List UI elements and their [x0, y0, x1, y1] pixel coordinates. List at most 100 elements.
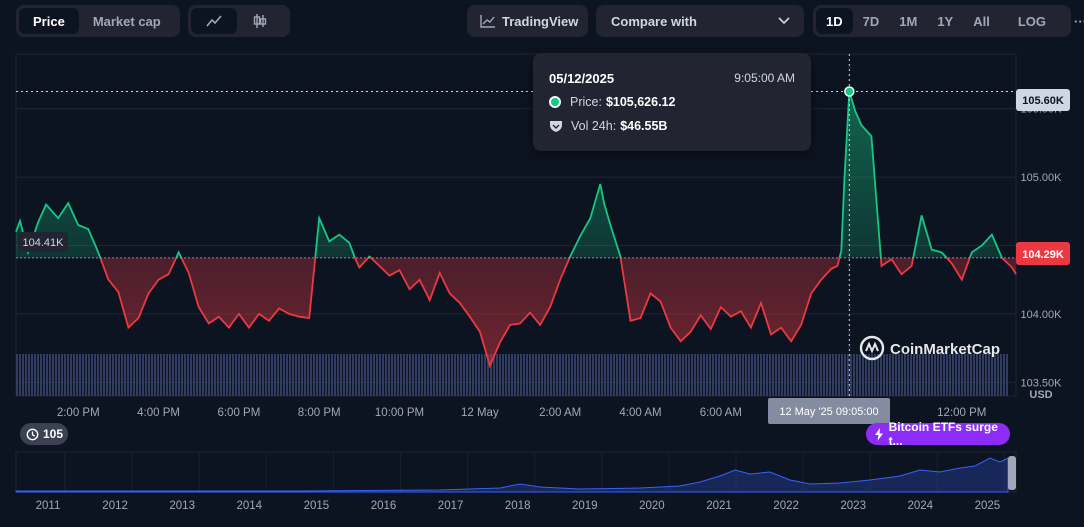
- volume-bar: [811, 354, 813, 396]
- svg-text:12 May '25 09:05:00: 12 May '25 09:05:00: [779, 406, 878, 418]
- volume-bar: [493, 354, 495, 396]
- volume-bar: [487, 354, 489, 396]
- volume-bar: [673, 354, 675, 396]
- volume-bar: [184, 354, 186, 396]
- price-tab[interactable]: Price: [19, 8, 79, 34]
- volume-bar: [367, 354, 369, 396]
- volume-bar: [289, 354, 291, 396]
- volume-bar: [898, 354, 900, 396]
- volume-bar: [310, 354, 312, 396]
- volume-bar: [316, 354, 318, 396]
- volume-bar: [730, 354, 732, 396]
- volume-bar: [46, 354, 48, 396]
- volume-bar: [133, 354, 135, 396]
- volume-bar: [589, 354, 591, 396]
- volume-bar: [97, 354, 99, 396]
- candlestick-icon[interactable]: [237, 8, 283, 34]
- volume-bar: [814, 354, 816, 396]
- overview-navigator[interactable]: 2011 2012 2013 2014 2015 2016 2017 2018 2019 2020…: [15, 451, 1017, 512]
- volume-bar: [403, 354, 405, 396]
- volume-bar: [946, 354, 948, 396]
- volume-bar: [901, 354, 903, 396]
- volume-bar: [682, 354, 684, 396]
- volume-bar: [781, 354, 783, 396]
- chevron-down-icon: [778, 17, 790, 25]
- tradingview-button[interactable]: TradingView: [467, 5, 588, 37]
- volume-bar: [211, 354, 213, 396]
- volume-bar: [325, 354, 327, 396]
- volume-bar: [916, 354, 918, 396]
- overview-year-label: 2023: [840, 500, 866, 512]
- volume-bar: [532, 354, 534, 396]
- volume-bar: [889, 354, 891, 396]
- overview-year-label: 2018: [505, 500, 531, 512]
- volume-bar: [193, 354, 195, 396]
- price-dot-icon: [549, 96, 561, 108]
- compare-with-dropdown[interactable]: Compare with: [596, 5, 804, 37]
- more-options-button[interactable]: ···: [1074, 13, 1084, 29]
- volume-bar: [694, 354, 696, 396]
- volume-bar: [313, 354, 315, 396]
- line-chart-icon[interactable]: [191, 8, 237, 34]
- range-1m[interactable]: 1M: [899, 13, 918, 29]
- volume-bar: [25, 354, 27, 396]
- range-1y[interactable]: 1Y: [937, 13, 954, 29]
- volume-bar: [373, 354, 375, 396]
- volume-bar: [70, 354, 72, 396]
- volume-bar: [241, 354, 243, 396]
- volume-bar: [550, 354, 552, 396]
- volume-bar: [265, 354, 267, 396]
- coinmarketcap-watermark: CoinMarketCap: [859, 335, 1000, 361]
- volume-bar: [226, 354, 228, 396]
- range-1d[interactable]: 1D: [816, 8, 853, 34]
- volume-bar: [664, 354, 666, 396]
- events-count-pill[interactable]: 105: [20, 423, 68, 445]
- volume-bar: [277, 354, 279, 396]
- volume-bar: [727, 354, 729, 396]
- volume-bar: [676, 354, 678, 396]
- history-clock-icon: [26, 428, 39, 440]
- volume-bar: [424, 354, 426, 396]
- volume-bar: [301, 354, 303, 396]
- volume-bar: [955, 354, 957, 396]
- lightning-icon: [875, 427, 883, 441]
- range-7d[interactable]: 7D: [862, 13, 880, 29]
- volume-bar: [844, 354, 846, 396]
- overview-handle[interactable]: [1008, 456, 1016, 490]
- x-tick-label: 6:00 PM: [217, 407, 260, 419]
- log-scale-toggle[interactable]: LOG: [1017, 13, 1047, 29]
- volume-bar: [394, 354, 396, 396]
- volume-bar: [52, 354, 54, 396]
- volume-bar: [55, 354, 57, 396]
- volume-bar: [376, 354, 378, 396]
- volume-bar: [763, 354, 765, 396]
- volume-bar: [220, 354, 222, 396]
- volume-bar: [361, 354, 363, 396]
- volume-bar: [799, 354, 801, 396]
- range-all[interactable]: All: [973, 13, 990, 29]
- volume-bar: [85, 354, 87, 396]
- volume-bar: [355, 354, 357, 396]
- overview-year-label: 2016: [371, 500, 397, 512]
- volume-bar: [718, 354, 720, 396]
- volume-bar: [331, 354, 333, 396]
- volume-bar: [952, 354, 954, 396]
- market-cap-tab[interactable]: Market cap: [92, 13, 161, 29]
- volume-bar: [805, 354, 807, 396]
- volume-bar: [910, 354, 912, 396]
- volume-bar: [286, 354, 288, 396]
- volume-bar: [379, 354, 381, 396]
- volume-bar: [652, 354, 654, 396]
- x-tick-label: 12 May: [461, 407, 499, 419]
- volume-bar: [448, 354, 450, 396]
- volume-bar: [205, 354, 207, 396]
- volume-bar: [202, 354, 204, 396]
- volume-bar: [895, 354, 897, 396]
- volume-bar: [601, 354, 603, 396]
- news-event-pill[interactable]: Bitcoin ETFs surge t...: [866, 420, 1010, 448]
- volume-bar: [148, 354, 150, 396]
- volume-bar: [439, 354, 441, 396]
- volume-bar: [988, 354, 990, 396]
- volume-bar: [784, 354, 786, 396]
